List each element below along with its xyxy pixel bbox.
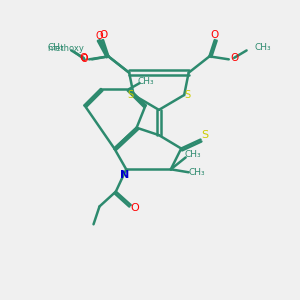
- Text: CH₃: CH₃: [185, 150, 201, 159]
- Text: O: O: [96, 31, 103, 40]
- Text: N: N: [120, 170, 129, 180]
- Text: O: O: [211, 30, 219, 40]
- Text: CH₃: CH₃: [254, 43, 271, 52]
- Text: S: S: [128, 90, 134, 100]
- Text: O: O: [230, 53, 238, 63]
- Text: S: S: [201, 130, 208, 140]
- Text: O: O: [80, 53, 88, 63]
- Text: S: S: [184, 90, 190, 100]
- Text: O: O: [131, 203, 140, 213]
- Text: methoxy: methoxy: [47, 44, 84, 53]
- Text: CH₃: CH₃: [189, 168, 205, 177]
- Text: O: O: [81, 54, 88, 64]
- Text: CH₃: CH₃: [47, 43, 64, 52]
- Text: O: O: [99, 30, 107, 40]
- Text: CH₃: CH₃: [137, 77, 154, 86]
